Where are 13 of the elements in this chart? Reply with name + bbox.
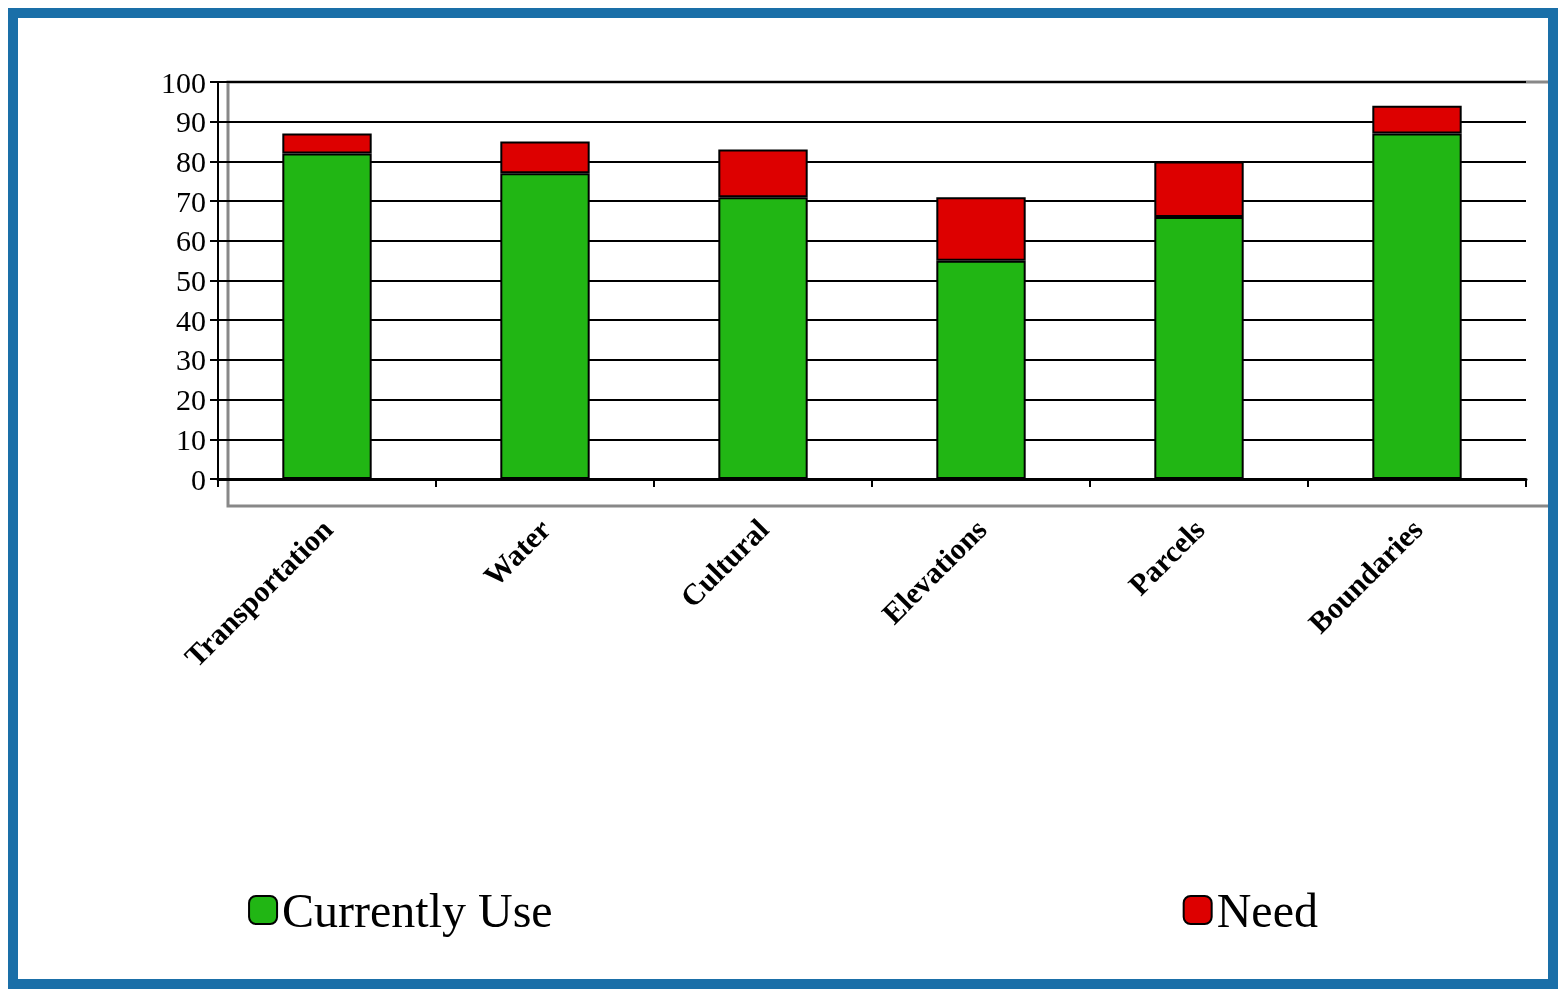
legend-label: Currently Use	[282, 883, 553, 937]
y-tick-label: 20	[176, 383, 206, 417]
y-tick-label: 100	[161, 65, 206, 99]
y-tick-label: 80	[176, 144, 206, 178]
y-tick-label: 30	[176, 343, 206, 377]
y-tick-label: 0	[191, 462, 206, 496]
y-tick-label: 90	[176, 105, 206, 139]
y-tick-label: 70	[176, 184, 206, 218]
y-tick-label: 60	[176, 224, 206, 258]
y-tick-label: 50	[176, 264, 206, 297]
legend-label: Need	[1216, 883, 1318, 937]
y-tick-label: 40	[176, 303, 206, 337]
y-tick-label: 10	[176, 422, 206, 456]
